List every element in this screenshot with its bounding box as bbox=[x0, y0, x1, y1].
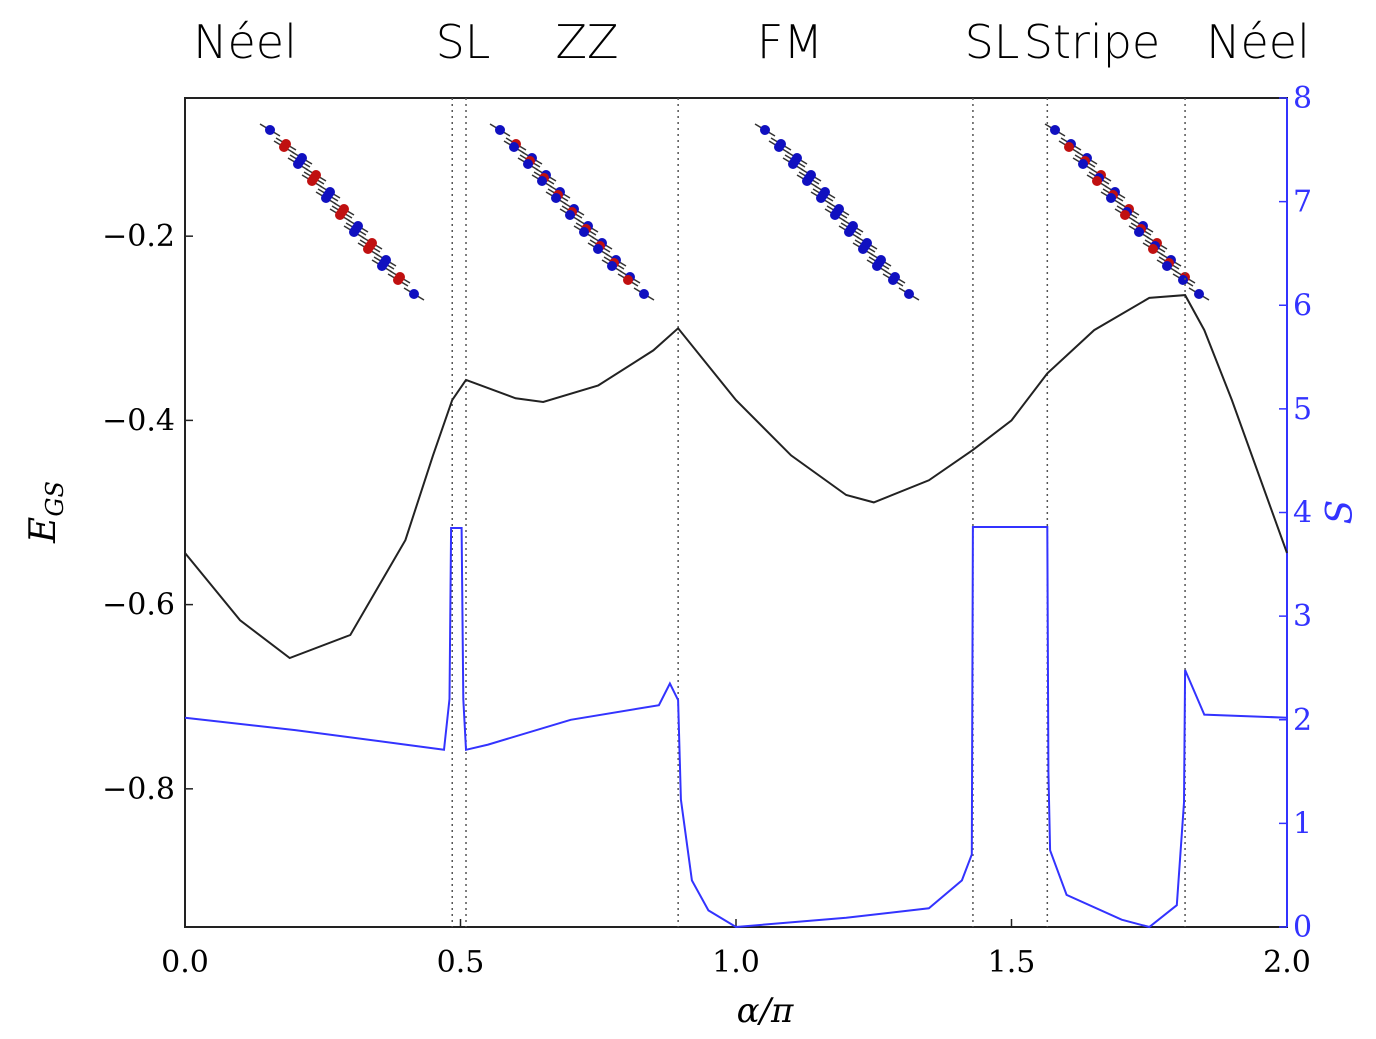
inset-site bbox=[293, 159, 303, 169]
inset-site bbox=[802, 176, 812, 186]
x-tick-label: 2.0 bbox=[1263, 945, 1311, 980]
inset-site bbox=[858, 244, 868, 254]
y2-tick-label: 6 bbox=[1293, 288, 1312, 323]
y-tick-label: −0.2 bbox=[102, 219, 175, 254]
inset-site bbox=[335, 210, 345, 220]
phase-label: ZZ bbox=[555, 15, 618, 69]
inset-site bbox=[1050, 125, 1060, 135]
phase-label: Néel bbox=[1206, 15, 1310, 69]
x-tick-label: 0.5 bbox=[437, 945, 485, 980]
inset-site bbox=[509, 142, 519, 152]
inset-site bbox=[607, 261, 617, 271]
phase-label: Néel bbox=[193, 15, 297, 69]
inset-site bbox=[1064, 142, 1074, 152]
inset-site bbox=[377, 261, 387, 271]
inset-site bbox=[495, 125, 505, 135]
y-tick-label: −0.8 bbox=[102, 772, 175, 807]
inset-site bbox=[872, 261, 882, 271]
inset-site bbox=[593, 244, 603, 254]
y-axis-label-main: E bbox=[23, 517, 64, 544]
inset-site bbox=[816, 193, 826, 203]
y2-tick-label: 1 bbox=[1293, 806, 1312, 841]
phase-label: FM bbox=[757, 15, 823, 69]
inset-site bbox=[307, 176, 317, 186]
inset-site bbox=[409, 289, 419, 299]
phase-label: Stripe bbox=[1024, 15, 1160, 69]
inset-site bbox=[523, 159, 533, 169]
inset-site bbox=[1092, 176, 1102, 186]
y2-tick-label: 7 bbox=[1293, 185, 1312, 220]
inset-site bbox=[830, 210, 840, 220]
x-axis-label: α/π bbox=[737, 991, 794, 1031]
inset-site bbox=[1194, 289, 1204, 299]
inset-site bbox=[904, 289, 914, 299]
inset-site bbox=[321, 193, 331, 203]
plot-frame bbox=[184, 97, 1288, 928]
series-line bbox=[184, 526, 1288, 929]
inset-site bbox=[393, 275, 403, 285]
inset-site bbox=[279, 142, 289, 152]
y2-tick-label: 2 bbox=[1293, 703, 1312, 738]
y2-tick-label: 4 bbox=[1293, 496, 1312, 531]
y2-axis-label: S bbox=[1320, 500, 1361, 525]
inset-site bbox=[788, 159, 798, 169]
inset-site bbox=[1134, 227, 1144, 237]
series-line bbox=[184, 294, 1288, 660]
inset-site bbox=[1120, 210, 1130, 220]
inset-site bbox=[1078, 159, 1088, 169]
inset-site bbox=[363, 244, 373, 254]
inset-site bbox=[844, 227, 854, 237]
y-axis-label: EGS bbox=[23, 481, 69, 544]
inset-site bbox=[537, 176, 547, 186]
y-axis-label-sub: GS bbox=[41, 481, 69, 517]
x-tick-label: 0.0 bbox=[161, 945, 209, 980]
inset-site bbox=[1178, 275, 1188, 285]
x-tick-label: 1.5 bbox=[988, 945, 1036, 980]
y2-tick-label: 5 bbox=[1293, 392, 1312, 427]
phase-label: SL bbox=[965, 15, 1020, 69]
inset-site bbox=[1162, 261, 1172, 271]
inset-site bbox=[774, 142, 784, 152]
inset-site bbox=[760, 125, 770, 135]
inset-site bbox=[265, 125, 275, 135]
y-tick-label: −0.6 bbox=[102, 588, 175, 623]
inset-site bbox=[639, 289, 649, 299]
inset-site bbox=[888, 275, 898, 285]
y2-tick-label: 8 bbox=[1293, 81, 1312, 116]
inset-site bbox=[623, 275, 633, 285]
insets bbox=[259, 123, 1210, 301]
y-tick-label: −0.4 bbox=[102, 403, 175, 438]
inset-site bbox=[1106, 193, 1116, 203]
inset-site bbox=[349, 227, 359, 237]
x-tick-label: 1.0 bbox=[712, 945, 760, 980]
inset-site bbox=[551, 193, 561, 203]
inset-site bbox=[579, 227, 589, 237]
y2-tick-label: 3 bbox=[1293, 599, 1312, 634]
y2-tick-label: 0 bbox=[1293, 910, 1312, 945]
phase-label: SL bbox=[436, 15, 491, 69]
inset-site bbox=[565, 210, 575, 220]
inset-site bbox=[1148, 244, 1158, 254]
